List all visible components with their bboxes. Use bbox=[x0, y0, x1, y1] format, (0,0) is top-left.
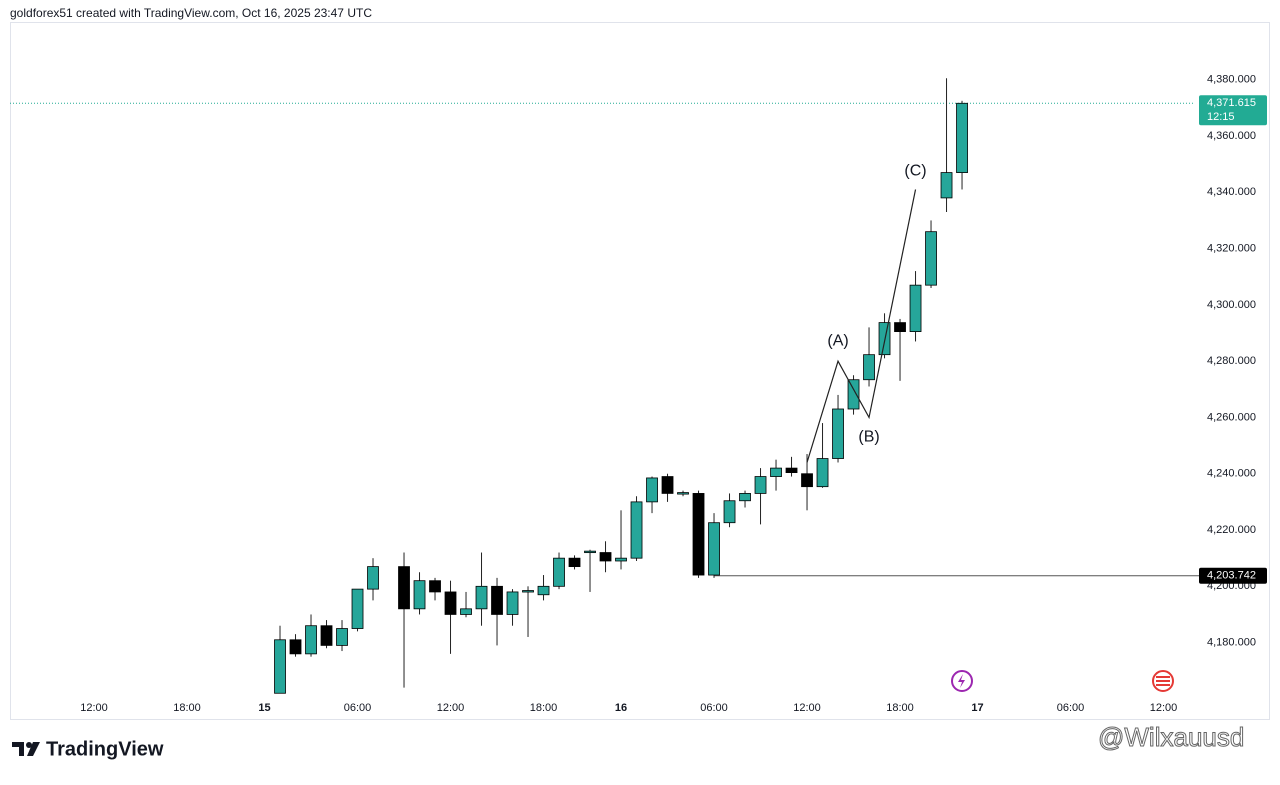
event-icon bbox=[951, 670, 973, 692]
candle-body bbox=[367, 566, 379, 590]
candle-body bbox=[708, 522, 720, 576]
x-tick-label: 12:00 bbox=[1150, 702, 1178, 714]
x-tick-label: 17 bbox=[971, 702, 983, 714]
candle-body bbox=[336, 628, 348, 646]
wave-label: (A) bbox=[827, 332, 848, 349]
candle-body bbox=[568, 557, 581, 568]
y-tick-label: 4,260.000 bbox=[1207, 411, 1256, 423]
candle-body bbox=[537, 585, 550, 596]
candle-body bbox=[646, 477, 658, 503]
candle-body bbox=[599, 552, 612, 562]
candle-body bbox=[661, 476, 674, 494]
x-tick-label: 06:00 bbox=[344, 702, 372, 714]
candle-body bbox=[894, 322, 906, 332]
candle-body bbox=[351, 588, 364, 629]
candle-body bbox=[289, 639, 302, 655]
y-tick-label: 4,320.000 bbox=[1207, 242, 1256, 254]
candle-body bbox=[925, 231, 937, 286]
candle-body bbox=[491, 585, 503, 615]
x-tick-label: 16 bbox=[615, 702, 627, 714]
candle-body bbox=[739, 493, 751, 502]
watermark: @Wilxauusd bbox=[1098, 722, 1244, 752]
wave-label: (C) bbox=[904, 163, 926, 180]
candle-body bbox=[754, 476, 767, 494]
candle-body bbox=[274, 639, 286, 694]
last-price-box bbox=[1199, 95, 1267, 126]
y-tick-label: 4,280.000 bbox=[1207, 355, 1256, 367]
candle-body bbox=[429, 580, 441, 593]
x-tick-label: 12:00 bbox=[437, 702, 465, 714]
x-tick-label: 06:00 bbox=[700, 702, 728, 714]
flag-icon bbox=[1152, 670, 1174, 692]
candle-body bbox=[940, 172, 953, 199]
candle-body bbox=[692, 493, 705, 576]
x-tick-label: 15 bbox=[258, 702, 270, 714]
y-tick-label: 4,300.000 bbox=[1207, 299, 1256, 311]
candle-body bbox=[723, 500, 736, 524]
candle-body bbox=[785, 467, 798, 474]
candle-body bbox=[398, 566, 410, 610]
candle-body bbox=[506, 591, 519, 615]
y-tick-label: 4,240.000 bbox=[1207, 468, 1256, 480]
candle-body bbox=[956, 102, 968, 173]
y-tick-label: 4,180.000 bbox=[1207, 637, 1256, 649]
candle-body bbox=[832, 408, 844, 459]
candle-body bbox=[553, 557, 565, 587]
candle-body bbox=[615, 557, 627, 562]
candle-body bbox=[816, 458, 829, 488]
header: goldforex51 created with TradingView.com… bbox=[10, 6, 372, 20]
level-label: 4,203.742 bbox=[1207, 570, 1256, 582]
candle-body bbox=[460, 608, 472, 615]
y-tick-label: 4,220.000 bbox=[1207, 524, 1256, 536]
candle-body bbox=[801, 473, 813, 488]
level-box bbox=[1199, 567, 1267, 584]
y-tick-label: 4,380.000 bbox=[1207, 74, 1256, 86]
wave-line bbox=[806, 189, 917, 463]
candle-body bbox=[770, 467, 782, 477]
candle-body bbox=[475, 585, 488, 610]
y-tick-label: 4,340.000 bbox=[1207, 186, 1256, 198]
candle-body bbox=[677, 492, 689, 495]
candle-body bbox=[320, 625, 333, 646]
x-tick-label: 18:00 bbox=[530, 702, 558, 714]
x-tick-label: 12:00 bbox=[80, 702, 108, 714]
candle-body bbox=[305, 625, 317, 655]
x-tick-label: 06:00 bbox=[1057, 702, 1085, 714]
candle-body bbox=[413, 580, 426, 610]
candle-body bbox=[522, 590, 534, 593]
x-tick-label: 18:00 bbox=[173, 702, 201, 714]
candle-body bbox=[909, 284, 922, 332]
candle-body bbox=[630, 501, 643, 559]
candle-body bbox=[584, 550, 596, 554]
y-tick-label: 4,360.000 bbox=[1207, 130, 1256, 142]
wave-label: (B) bbox=[858, 429, 879, 446]
candle-body bbox=[444, 591, 457, 615]
x-tick-label: 18:00 bbox=[886, 702, 914, 714]
candle-body bbox=[863, 354, 875, 381]
logo: TradingView bbox=[46, 738, 164, 760]
candle-body bbox=[847, 379, 860, 410]
last-price-label: 4,371.615 bbox=[1207, 97, 1256, 109]
logo-mark bbox=[12, 742, 40, 756]
x-tick-label: 12:00 bbox=[793, 702, 821, 714]
chart-frame bbox=[10, 22, 1270, 720]
countdown-label: 12:15 bbox=[1207, 111, 1235, 123]
